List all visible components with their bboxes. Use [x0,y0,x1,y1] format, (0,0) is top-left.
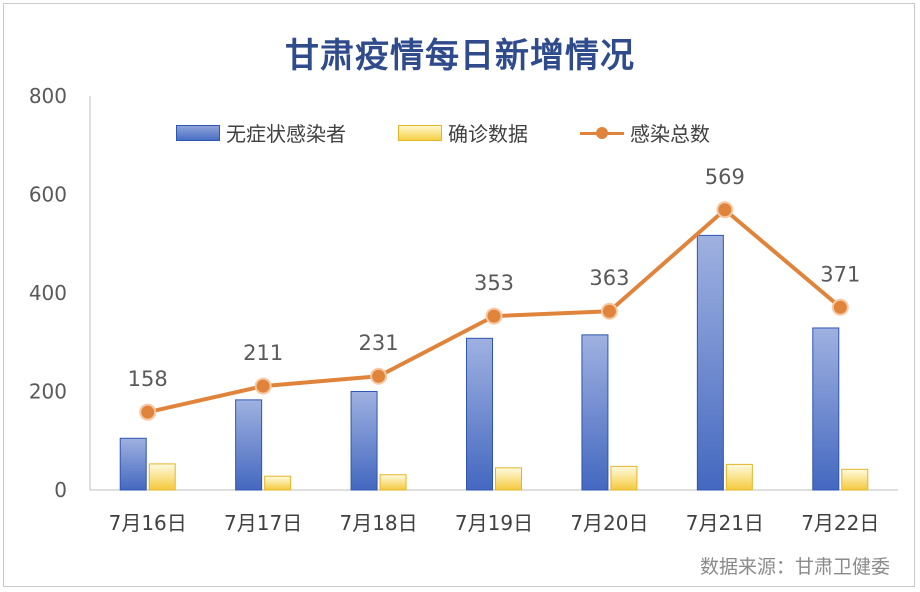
data-label-total: 569 [705,165,745,189]
x-tick-label: 7月20日 [570,511,648,535]
point-total-infections [139,403,157,421]
bar-asymptomatic [466,337,493,491]
legend-label-total: 感染总数 [630,122,710,146]
point-total-infections [254,377,272,395]
x-tick-label: 7月16日 [109,511,187,535]
legend-item-confirmed: 确诊数据 [398,118,528,147]
bar-asymptomatic [235,399,263,491]
legend: 无症状感染者 确诊数据 感染总数 [176,118,762,147]
x-tick-label: 7月17日 [224,511,302,535]
y-tick-label: 400 [29,281,67,305]
bar-confirmed [841,468,869,491]
bar-asymptomatic [350,391,378,491]
point-total-infections [485,307,503,325]
legend-item-total: 感染总数 [580,118,710,147]
y-tick-label: 0 [54,478,67,502]
data-label-total: 363 [589,266,629,290]
legend-swatch-asymptomatic [176,124,220,141]
point-total-infections [370,367,388,385]
data-label-total: 211 [243,341,283,365]
point-total-infections [600,302,618,320]
chart-title: 甘肃疫情每日新增情况 [285,36,635,76]
x-tick-label: 7月18日 [339,511,417,535]
bar-confirmed [725,463,753,491]
legend-label-asymptomatic: 无症状感染者 [226,122,346,146]
bar-asymptomatic [119,437,147,491]
bar-confirmed [379,474,407,491]
y-tick-label: 200 [29,380,67,404]
bar-confirmed [148,463,176,491]
x-tick-label: 7月21日 [686,511,764,535]
y-tick-label: 800 [29,84,67,108]
data-label-total: 353 [474,271,514,295]
bar-asymptomatic [812,327,840,491]
x-tick-label: 7月22日 [801,511,879,535]
legend-swatch-total [580,125,624,141]
legend-item-asymptomatic: 无症状感染者 [176,118,346,147]
bar-asymptomatic [696,234,724,491]
bar-confirmed [610,465,638,491]
bar-confirmed [495,467,522,491]
legend-label-confirmed: 确诊数据 [448,122,528,146]
data-label-total: 158 [128,367,168,391]
point-total-infections [831,298,849,316]
data-label-total: 371 [820,262,860,286]
x-tick-label: 7月19日 [455,511,533,535]
data-label-total: 231 [359,331,399,355]
source-note: 数据来源：甘肃卫健委 [699,556,890,578]
y-tick-label: 600 [29,183,67,207]
bar-confirmed [264,475,292,491]
bar-asymptomatic [581,334,609,491]
point-total-infections [716,201,734,219]
legend-swatch-confirmed [398,124,442,141]
